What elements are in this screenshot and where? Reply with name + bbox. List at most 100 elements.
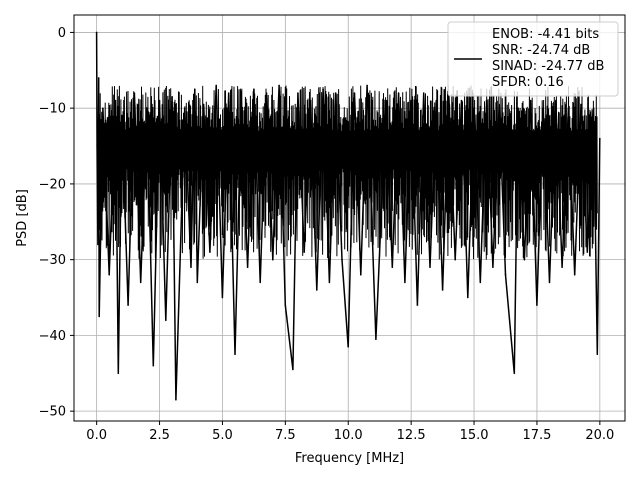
psd-point [353,92,356,94]
x-axis-label: Frequency [MHz] [295,451,404,466]
y-axis: 0 −10 −20 −30 −40 −50 [39,26,74,420]
psd-point [513,372,516,375]
psd-point [98,315,100,318]
x-tick-label: 10.0 [334,428,363,443]
psd-point [278,84,280,87]
y-tick-label: −20 [39,177,66,192]
psd-point [599,137,601,140]
psd-point [95,31,98,34]
psd-point [334,92,337,94]
psd-point [292,368,294,371]
psd-point [108,274,110,276]
psd-point [448,96,450,98]
psd-point [498,103,501,106]
psd-point [391,266,394,269]
psd-point [561,266,563,269]
x-tick-label: 17.5 [522,428,551,443]
y-tick-label: −10 [39,102,66,117]
psd-point [259,281,262,284]
psd-point [517,107,519,109]
psd-point [297,92,299,94]
psd-point [221,296,224,299]
psd-point [467,296,469,299]
psd-point [422,92,425,94]
psd-point [460,99,463,102]
psd-point [536,304,538,306]
x-tick-label: 2.5 [149,428,170,443]
psd-point [580,103,582,106]
psd-point [473,107,475,109]
psd-point [492,266,494,269]
psd-point [165,319,167,322]
psd-point [410,99,412,102]
psd-point [454,258,457,261]
psd-point [322,88,324,90]
psd-point [309,99,312,102]
legend-entry-sfdr: SFDR: 0.16 [492,75,564,90]
psd-point [567,107,570,109]
psd-point [139,281,142,284]
psd-point [202,103,205,106]
psd-point [328,281,331,284]
y-tick-label: −40 [39,329,66,344]
psd-point [303,251,306,253]
psd-point [596,353,599,356]
x-tick-label: 5.0 [212,428,233,443]
series-layer [95,31,601,401]
psd-point [573,274,576,276]
psd-point [114,99,117,102]
x-tick-label: 20.0 [585,428,614,443]
psd-point [416,304,419,306]
psd-point [171,96,173,98]
psd-point [246,266,249,269]
psd-point [479,281,482,284]
psd-point [284,304,287,306]
psd-point [592,107,595,109]
x-tick-label: 12.5 [397,428,426,443]
psd-point [366,84,368,87]
psd-point [265,92,268,94]
psd-point [316,289,318,291]
psd-point [435,99,438,102]
psd-point [227,92,230,94]
psd-point [215,84,217,87]
psd-point [234,353,236,356]
psd-point [404,281,406,284]
psd-point [175,399,177,401]
y-axis-label: PSD [dB] [15,189,30,247]
psd-point [542,107,544,109]
plot-frame [73,14,626,422]
noise-floor [98,85,598,260]
psd-point [117,372,120,375]
psd-point [523,258,526,261]
x-tick-label: 0.0 [86,428,107,443]
psd-point [97,243,99,246]
psd-point [240,99,243,102]
psd-point [127,304,129,306]
psd-point [102,107,104,109]
x-tick-label: 15.0 [460,428,489,443]
y-tick-label: 0 [58,26,66,41]
psd-point [586,251,589,253]
psd-point [485,99,488,102]
psd-point [146,107,148,109]
psd-point [375,338,377,341]
legend-entry-sinad: SINAD: -24.77 dB [492,59,604,74]
psd-point [548,281,551,284]
psd-point [441,289,444,291]
psd-point [529,99,532,102]
psd-point [190,266,192,269]
psd-point [121,114,123,117]
x-tick-label: 7.5 [275,428,296,443]
psd-point [96,145,98,147]
psd-point [253,88,255,90]
psd-point [504,274,507,276]
psd-point [429,266,431,269]
x-axis: 0.0 2.5 5.0 7.5 10.0 12.5 15.0 17.5 20.0 [86,421,614,443]
psd-point [97,77,100,79]
noise-texture-line [98,85,598,260]
psd-point [196,281,199,284]
psd-point [209,251,211,253]
legend-entry-enob: ENOB: -4.41 bits [492,27,599,42]
psd-point [152,364,155,367]
